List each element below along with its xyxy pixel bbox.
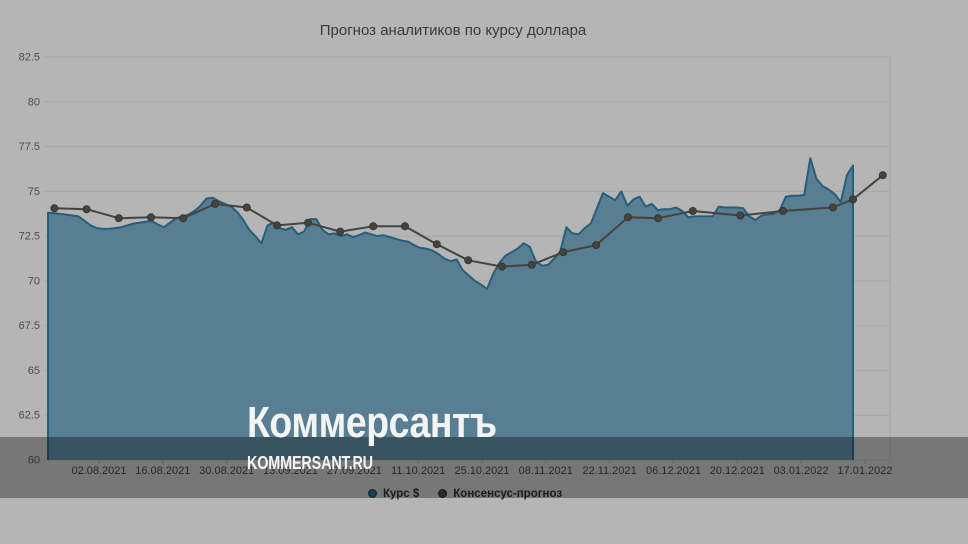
consensus-marker[interactable] xyxy=(432,240,441,249)
consensus-marker[interactable] xyxy=(50,204,59,213)
consensus-line[interactable] xyxy=(54,174,884,268)
y-axis-label: 82.5 xyxy=(19,52,40,64)
consensus-marker[interactable] xyxy=(878,171,887,180)
y-axis-label: 65 xyxy=(28,365,40,377)
x-axis-label: 17.01.2022 xyxy=(837,465,892,477)
consensus-marker[interactable] xyxy=(559,248,568,257)
consensus-marker[interactable] xyxy=(336,227,345,236)
x-axis-label: 16.08.2021 xyxy=(135,465,190,477)
consensus-marker[interactable] xyxy=(464,256,473,265)
consensus-marker[interactable] xyxy=(272,221,281,230)
consensus-marker[interactable] xyxy=(82,205,91,214)
chart-title: Прогноз аналитиков по курсу доллара xyxy=(319,22,587,39)
consensus-marker[interactable] xyxy=(497,262,506,271)
x-axis-label: 30.08.2021 xyxy=(199,465,254,477)
consensus-marker[interactable] xyxy=(303,218,312,227)
consensus-marker[interactable] xyxy=(828,203,837,212)
y-axis-label: 67.5 xyxy=(19,320,40,332)
y-axis-label: 77.5 xyxy=(19,141,40,153)
legend-label-usd: Курс $ xyxy=(383,487,420,500)
consensus-marker[interactable] xyxy=(400,222,409,231)
x-axis-label: 27.09.2021 xyxy=(327,465,382,477)
consensus-marker[interactable] xyxy=(688,206,697,215)
consensus-marker[interactable] xyxy=(369,222,378,231)
legend: Курс $ Консенсус-прогноз xyxy=(368,487,562,500)
y-axis-label: 75 xyxy=(28,186,40,198)
x-axis-label: 03.01.2022 xyxy=(774,465,829,477)
legend-item-usd[interactable]: Курс $ xyxy=(368,488,419,500)
usd-area[interactable] xyxy=(48,158,853,460)
y-axis-label: 60 xyxy=(28,455,40,467)
consensus-marker[interactable] xyxy=(654,214,663,223)
consensus-marker[interactable] xyxy=(242,203,251,212)
consensus-marker[interactable] xyxy=(146,213,155,222)
y-axis-labels: 82.5 80 77.5 75 72.5 70 67.5 65 62.5 60 xyxy=(19,52,40,467)
x-ticks: 02.08.2021 16.08.2021 30.08.2021 13.09.2021… xyxy=(71,460,893,477)
consensus-marker[interactable] xyxy=(592,241,601,250)
consensus-marker[interactable] xyxy=(527,260,536,269)
consensus-marker[interactable] xyxy=(736,211,745,220)
x-axis-label: 22.11.2021 xyxy=(582,465,636,477)
consensus-markers xyxy=(50,171,887,271)
usd-series-marker-icon xyxy=(368,489,377,498)
y-axis-label: 80 xyxy=(28,96,40,108)
consensus-marker[interactable] xyxy=(779,206,788,215)
consensus-marker[interactable] xyxy=(210,199,219,208)
y-axis-label: 70 xyxy=(28,275,40,287)
x-axis-label: 02.08.2021 xyxy=(71,465,126,477)
x-axis-label: 08.11.2021 xyxy=(519,465,573,477)
y-axis-label: 62.5 xyxy=(19,410,40,422)
y-axis-label: 72.5 xyxy=(19,231,40,243)
x-axis-label: 25.10.2021 xyxy=(454,465,509,477)
consensus-marker[interactable] xyxy=(624,213,633,222)
x-axis-label: 20.12.2021 xyxy=(710,465,765,477)
consensus-series-marker-icon xyxy=(438,489,448,498)
consensus-marker[interactable] xyxy=(849,195,858,204)
legend-label-consensus: Консенсус-прогноз xyxy=(453,487,563,500)
x-axis-label: 06.12.2021 xyxy=(646,465,701,477)
legend-item-consensus[interactable]: Консенсус-прогноз xyxy=(438,488,562,500)
consensus-marker[interactable] xyxy=(114,214,123,223)
x-axis-label: 11.10.2021 xyxy=(391,465,445,477)
x-axis-label: 13.09.2021 xyxy=(263,465,318,477)
consensus-marker[interactable] xyxy=(179,214,188,223)
